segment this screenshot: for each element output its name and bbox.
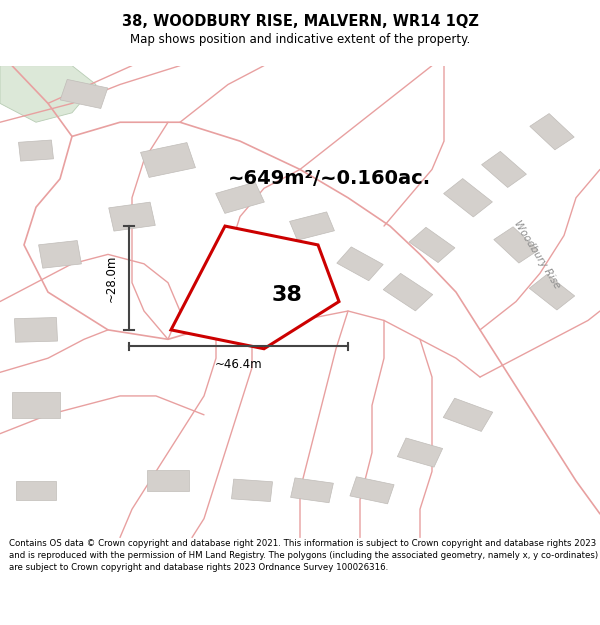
- Bar: [290, 478, 334, 502]
- Bar: [337, 247, 383, 281]
- Bar: [443, 398, 493, 431]
- Polygon shape: [0, 66, 96, 122]
- Bar: [19, 140, 53, 161]
- Bar: [109, 202, 155, 231]
- Bar: [254, 241, 298, 268]
- Bar: [215, 182, 265, 213]
- Text: ~46.4m: ~46.4m: [215, 358, 262, 371]
- Bar: [530, 114, 574, 150]
- Bar: [16, 481, 56, 500]
- Bar: [409, 228, 455, 262]
- Text: ~649m²/~0.160ac.: ~649m²/~0.160ac.: [228, 169, 431, 188]
- Text: 38: 38: [272, 285, 303, 305]
- Text: Woodbury Rise: Woodbury Rise: [512, 219, 562, 290]
- Text: 38, WOODBURY RISE, MALVERN, WR14 1QZ: 38, WOODBURY RISE, MALVERN, WR14 1QZ: [122, 14, 478, 29]
- Bar: [290, 212, 334, 240]
- Bar: [140, 142, 196, 177]
- Polygon shape: [171, 226, 339, 349]
- Bar: [12, 392, 60, 418]
- Bar: [232, 479, 272, 501]
- Bar: [529, 274, 575, 310]
- Bar: [350, 477, 394, 504]
- Bar: [60, 79, 108, 109]
- Bar: [147, 470, 189, 491]
- Bar: [14, 318, 58, 342]
- Bar: [38, 241, 82, 268]
- Bar: [383, 273, 433, 311]
- Text: ~28.0m: ~28.0m: [105, 254, 118, 302]
- Text: Contains OS data © Crown copyright and database right 2021. This information is : Contains OS data © Crown copyright and d…: [9, 539, 598, 572]
- Bar: [443, 179, 493, 217]
- Bar: [482, 151, 526, 188]
- Text: Map shows position and indicative extent of the property.: Map shows position and indicative extent…: [130, 33, 470, 46]
- Bar: [397, 438, 443, 467]
- Bar: [494, 227, 538, 263]
